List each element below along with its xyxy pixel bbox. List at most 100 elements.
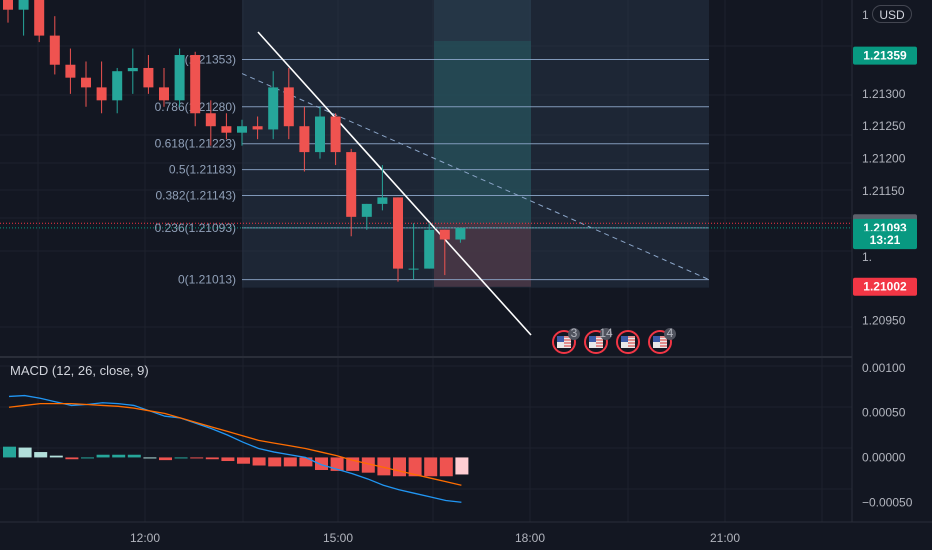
price-tag	[853, 231, 917, 250]
price-tag	[853, 46, 917, 65]
candle-body	[393, 197, 403, 269]
candle-body	[49, 35, 60, 65]
fib-label-0.5: 0.5(1.21183)	[169, 163, 236, 177]
price-tick-label: 1.20950	[862, 313, 906, 327]
time-tick-label: 12:00	[130, 531, 160, 545]
macd-histogram-bar	[424, 457, 438, 477]
macd-histogram-bar	[18, 447, 32, 458]
profit-zone	[434, 41, 531, 224]
macd-histogram-bar	[96, 454, 110, 458]
candle-body	[361, 203, 372, 217]
time-tick-label: 21:00	[710, 531, 740, 545]
candle-body	[268, 87, 279, 130]
candle-body	[424, 229, 435, 269]
macd-tick-label: 0.00050	[862, 406, 906, 420]
event-count: 4	[667, 326, 674, 340]
candle-body	[127, 67, 138, 72]
macd-histogram-bar	[174, 457, 188, 459]
fib-label-0.618: 0.618(1.21223)	[155, 137, 236, 151]
macd-histogram-bar	[315, 457, 328, 470]
macd-histogram-bar	[252, 457, 266, 466]
candle-body	[408, 268, 419, 270]
macd-histogram-bar	[330, 457, 344, 471]
fib-label-0.382: 0.382(1.21143)	[155, 188, 236, 202]
candle-body	[18, 0, 29, 10]
macd-tick-label: −0.00050	[862, 495, 913, 509]
candle-body	[174, 55, 185, 101]
price-tag	[853, 277, 917, 296]
macd-histogram-bar	[49, 455, 63, 458]
macd-histogram-bar	[159, 457, 172, 461]
macd-histogram-bar	[65, 457, 79, 460]
event-count-badge	[664, 328, 676, 340]
stop-zone	[434, 223, 531, 287]
macd-tick-label: 0.00000	[862, 450, 906, 464]
candle-body	[221, 126, 232, 133]
price-axis-bg	[852, 0, 932, 522]
macd-histogram-bar	[205, 457, 219, 460]
macd-pane: MACD (12, 26, close, 9)	[3, 363, 469, 503]
signal-line	[8, 402, 462, 486]
event-count-badge	[600, 328, 612, 340]
macd-histogram-bar	[34, 452, 48, 458]
long-position-tool	[434, 0, 531, 287]
candle-body	[159, 87, 169, 101]
price-tick-label: 1.21200	[862, 152, 906, 166]
candles	[3, 0, 466, 282]
price-tick-label: 1.21150	[862, 184, 905, 198]
macd-histogram-bar	[237, 457, 250, 464]
macd-histogram-bar	[377, 457, 391, 476]
macd-title: MACD (12, 26, close, 9)	[10, 363, 149, 378]
price-tag-label: 13:21	[870, 233, 901, 247]
candle-body	[34, 0, 45, 36]
price-tick-label: 1.	[862, 250, 872, 264]
macd-histogram-bar	[361, 457, 375, 473]
event-count: 14	[599, 326, 613, 340]
trend-line[interactable]	[257, 31, 532, 336]
event-count: 3	[571, 326, 578, 340]
candle-body	[65, 64, 76, 78]
candle-body	[205, 113, 216, 127]
candle-body	[299, 126, 310, 153]
price-tag-label: 1.21002	[863, 280, 907, 294]
candle-body	[143, 67, 154, 88]
candle-body	[455, 227, 466, 240]
candle-body	[283, 87, 294, 127]
candle-body	[315, 116, 325, 153]
candle-body	[439, 229, 450, 240]
candle-body	[330, 116, 341, 153]
macd-histogram-bar	[143, 457, 157, 459]
us-flag-canton	[653, 336, 660, 342]
candle-body	[377, 197, 388, 204]
macd-tick-label: 0.00100	[862, 361, 906, 375]
macd-histogram-bar	[127, 454, 141, 458]
price-axis: 11.21351.213001.212501.212001.211501.209…	[851, 0, 932, 522]
candle-body	[237, 126, 247, 133]
time-tick-label: 18:00	[515, 531, 545, 545]
macd-histogram-bar	[268, 457, 282, 467]
macd-histogram-bar	[221, 457, 235, 462]
macd-histogram-bar	[283, 457, 297, 467]
economic-events: 3 14 4	[552, 326, 676, 354]
candle-body	[190, 55, 201, 114]
fib-label-0: 0(1.21013)	[178, 273, 236, 287]
time-axis: 12:00 15:00 18:00 21:00	[0, 521, 932, 545]
candle-body	[252, 126, 263, 130]
us-flag-canton	[589, 336, 596, 342]
currency-selector-button[interactable]: USD	[872, 5, 912, 23]
time-tick-label: 15:00	[323, 531, 353, 545]
fib-label-1: 1(1.21353)	[178, 53, 236, 67]
price-tag-label: 1.21359	[863, 49, 907, 63]
us-flag-canton	[557, 336, 564, 342]
price-tick-label: 1.21250	[862, 119, 906, 133]
candle-body	[81, 77, 91, 88]
event-count-badge	[568, 328, 580, 340]
macd-histogram-bar	[455, 457, 469, 475]
macd-histogram-bar	[112, 454, 126, 458]
price-tick-label: 1	[862, 8, 869, 22]
candle-body	[3, 0, 13, 10]
macd-histogram-bar	[299, 457, 313, 467]
us-flag-canton	[621, 336, 628, 342]
price-tick-label: 1.21300	[862, 87, 906, 101]
